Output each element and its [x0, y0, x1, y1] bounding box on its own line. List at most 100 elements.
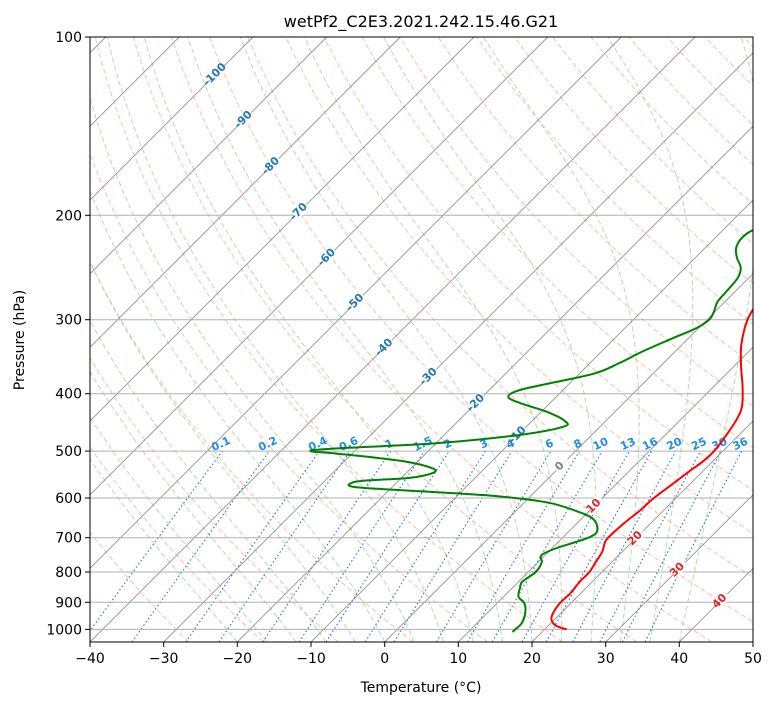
mixing-ratio-label: 25 — [689, 435, 708, 453]
x-tick-label: 10 — [449, 651, 467, 667]
isotherm-label-bg — [291, 200, 311, 220]
x-tick-label: −30 — [149, 651, 179, 667]
isotherm-line — [90, 37, 328, 275]
isotherm-line — [90, 37, 254, 201]
mixing-ratio-line — [521, 450, 630, 642]
y-tick-label: 700 — [55, 531, 82, 547]
isotherm-line — [90, 37, 475, 422]
dry-adiabat — [285, 37, 753, 534]
mixing-ratio-line — [298, 450, 425, 642]
isotherm-label-bg — [376, 335, 396, 355]
isotherm-line — [384, 273, 753, 642]
isotherm-line — [90, 37, 549, 496]
dry-adiabat — [552, 37, 753, 245]
temperature-profile — [550, 307, 753, 631]
mixing-ratio-label: 20 — [665, 435, 685, 453]
y-tick-label: 1000 — [46, 622, 82, 638]
mixing-ratio-line — [185, 450, 320, 642]
isotherm-line — [90, 37, 696, 642]
isotherm-label-bg — [552, 454, 572, 474]
x-tick-label: −10 — [296, 651, 326, 667]
x-tick-label: −20 — [223, 651, 253, 667]
moist-adiabat — [90, 260, 356, 642]
moist-adiabat — [482, 37, 640, 642]
moist-adiabat — [607, 37, 694, 642]
x-tick-label: 40 — [670, 651, 688, 667]
plot-frame — [89, 36, 754, 643]
y-tick-label: 600 — [55, 491, 82, 507]
moist-adiabat — [239, 37, 533, 642]
moist-adiabat — [303, 37, 563, 642]
moist-adiabat — [143, 37, 474, 642]
pressure-gridlines — [90, 37, 753, 630]
moist-adiabat — [106, 37, 445, 642]
skewed-isotherms — [90, 37, 753, 642]
x-tick-label: 50 — [744, 651, 762, 667]
moist-adiabat — [90, 319, 327, 642]
mixing-ratio-label: 13 — [618, 435, 637, 453]
dry-adiabat — [476, 37, 753, 325]
dry-adiabat — [90, 260, 414, 642]
x-tick-label: 30 — [597, 651, 615, 667]
isotherm-line — [310, 199, 753, 642]
dry-adiabat — [132, 37, 638, 642]
isotherm-label-bg — [468, 391, 488, 411]
mixing-ratio-line — [644, 450, 743, 642]
x-tick-label: −40 — [75, 651, 105, 667]
moist-adiabat — [90, 458, 238, 642]
y-axis-ticks: 100 200 300 400 500 600 700 800 900 1000 — [46, 30, 90, 638]
isotherm-line — [90, 37, 622, 569]
isotherm-label-bg — [627, 526, 647, 546]
dry-adiabat — [399, 37, 753, 407]
mixing-ratio-label: 10 — [591, 435, 611, 453]
isotherm-label-bg — [319, 245, 339, 265]
mixing-ratio-line — [131, 450, 270, 642]
dry-adiabat — [90, 531, 190, 642]
dry-adiabat — [94, 37, 563, 642]
dry-adiabat — [90, 356, 339, 642]
mixing-ratio-line — [218, 450, 351, 642]
dry-adiabat — [437, 37, 753, 366]
isotherm-label-bg — [420, 365, 440, 385]
profile-series — [309, 228, 753, 633]
mixing-ratio-line — [262, 450, 392, 642]
isotherm-label-bg — [347, 291, 367, 311]
moist-adiabats — [90, 37, 753, 642]
isotherm-line — [605, 494, 753, 642]
moist-adiabat — [187, 37, 503, 642]
moist-adiabat — [383, 37, 597, 642]
dry-adiabat — [171, 37, 712, 642]
isotherm-label-bg — [669, 558, 689, 578]
y-tick-label: 100 — [55, 30, 82, 46]
x-axis-label: Temperature (°C) — [360, 680, 482, 696]
x-tick-label: 20 — [523, 651, 541, 667]
x-tick-label: 0 — [380, 651, 389, 667]
y-tick-label: 200 — [55, 208, 82, 224]
x-axis-ticks: −40 −30 −20 −10 0 10 20 30 40 50 — [75, 642, 762, 667]
mixing-ratio-line — [325, 450, 450, 642]
isotherm-line — [457, 346, 753, 642]
moist-adiabat — [90, 416, 268, 642]
mixing-ratio-line — [90, 450, 223, 632]
mixing-ratio-label: 36 — [731, 435, 751, 453]
isotherm-label-bg — [235, 108, 255, 128]
y-axis-label: Pressure (hPa) — [12, 290, 28, 390]
dewpoint-profile — [309, 228, 753, 633]
y-tick-label: 500 — [55, 444, 82, 460]
moist-adiabat — [678, 37, 753, 642]
isotherm-label-bg — [509, 423, 529, 443]
isotherm-label-bg — [586, 494, 606, 514]
chart-title: wetPf2_C2E3.2021.242.15.46.G21 — [284, 12, 558, 32]
y-tick-label: 900 — [55, 595, 82, 611]
dry-adiabat — [323, 37, 753, 491]
dry-adiabat — [590, 37, 753, 205]
isotherm-line — [90, 37, 401, 348]
moist-adiabat — [90, 189, 386, 642]
isotherm-line — [236, 125, 753, 642]
mixing-ratio-label: 16 — [640, 435, 660, 453]
mixing-ratio-line — [545, 450, 653, 642]
y-tick-label: 300 — [55, 313, 82, 329]
isotherm-label-bg — [263, 154, 283, 174]
